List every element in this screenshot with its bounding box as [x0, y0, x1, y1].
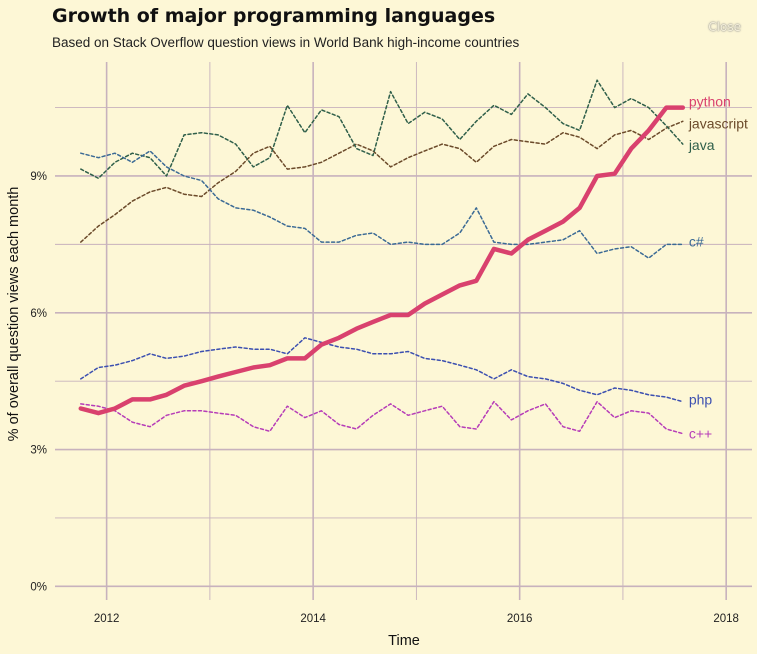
x-tick-label: 2016: [507, 613, 533, 625]
series-label: c#: [689, 233, 704, 249]
minor-gridlines: [55, 62, 752, 600]
y-tick-label: 9%: [30, 171, 47, 183]
series-line-php: [80, 337, 684, 403]
x-tick-label: 2018: [713, 613, 739, 625]
close-button[interactable]: Close: [708, 20, 741, 34]
series-label: java: [688, 137, 715, 153]
major-gridlines: [55, 62, 752, 600]
y-tick-label: 6%: [30, 308, 47, 320]
series-line-csharp: [80, 150, 684, 259]
y-tick-label: 3%: [30, 445, 47, 457]
y-axis-title: % of overall question views each month: [6, 187, 22, 442]
series-label: c++: [689, 426, 712, 442]
chart-subtitle: Based on Stack Overflow question views i…: [52, 35, 520, 50]
chart-title: Growth of major programming languages: [52, 5, 496, 27]
series-lines: [78, 79, 686, 435]
y-tick-label: 0%: [30, 581, 47, 593]
series-label: php: [689, 392, 713, 408]
series-label: python: [689, 94, 731, 110]
series-line-python: [78, 105, 686, 416]
y-axis-ticks: 0% 3% 6% 9%: [30, 171, 47, 593]
series-line-cplusplus: [80, 400, 684, 435]
x-axis-ticks: 2012 2014 2016 2018: [94, 613, 739, 625]
x-axis-title: Time: [388, 633, 420, 649]
series-labels: python javascript java c# php c++: [688, 94, 748, 442]
series-line-java: [80, 79, 684, 180]
x-tick-label: 2014: [300, 613, 326, 625]
series-label: javascript: [688, 115, 748, 131]
x-tick-label: 2012: [94, 613, 120, 625]
series-line-javascript: [80, 120, 684, 243]
